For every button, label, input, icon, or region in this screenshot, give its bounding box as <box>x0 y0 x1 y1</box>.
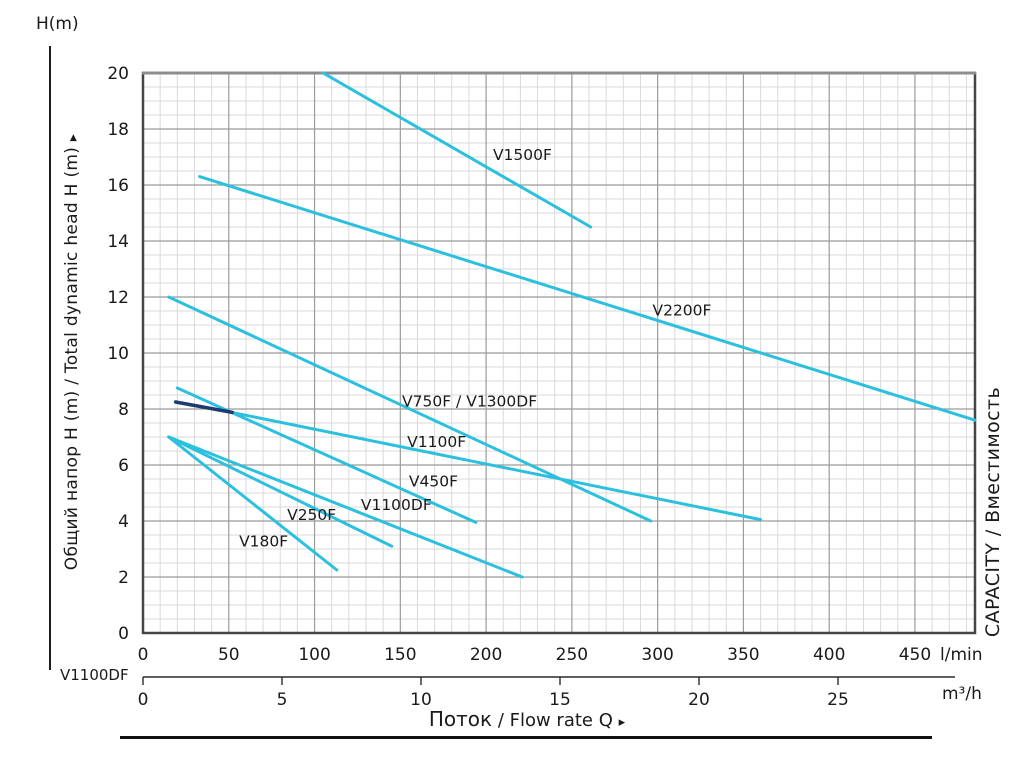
x-tick-label-250: 250 <box>556 645 588 665</box>
curve-v2200f <box>198 175 977 422</box>
x-axis-title-sep: / <box>492 710 510 731</box>
bottom-rule <box>120 736 932 739</box>
y-tick-label-10: 10 <box>107 344 129 364</box>
curve-v1100df <box>167 435 524 579</box>
secondary-tick-label-5: 5 <box>277 690 288 710</box>
x-tick-label-0: 0 <box>138 645 149 665</box>
outer-y-axis-line <box>49 46 51 670</box>
secondary-tick-label-25: 25 <box>827 690 849 710</box>
curve-label-v1100df: V1100DF <box>361 496 432 514</box>
y-axis-unit-corner-label: H(m) <box>36 14 79 34</box>
y-tick-label-8: 8 <box>118 400 129 420</box>
curve-v180f <box>167 435 339 572</box>
y-tick-label-20: 20 <box>107 64 129 84</box>
x-tick-label-300: 300 <box>641 645 673 665</box>
curve-label-v450f: V450F <box>409 472 458 490</box>
x-tick-label-100: 100 <box>298 645 330 665</box>
curve-label-v1100f: V1100F <box>407 433 466 451</box>
curve-label-v2200f: V2200F <box>652 302 711 320</box>
x-axis-title: Поток / Flow rate Q ▸ <box>429 707 625 731</box>
x-tick-label-400: 400 <box>813 645 845 665</box>
y-tick-label-18: 18 <box>107 120 129 140</box>
curve-label-v250f: V250F <box>287 506 336 524</box>
y-tick-label-4: 4 <box>118 512 129 532</box>
bottom-left-model-note: V1100DF <box>60 666 129 684</box>
secondary-tick-label-10: 10 <box>410 690 432 710</box>
curve-v1100df-dark-segment <box>173 400 234 415</box>
x-axis-unit-primary: l/min <box>940 645 983 665</box>
x-tick-label-150: 150 <box>384 645 416 665</box>
y-tick-label-6: 6 <box>118 456 129 476</box>
x-tick-label-50: 50 <box>218 645 240 665</box>
y-tick-label-16: 16 <box>107 176 129 196</box>
x-tick-label-200: 200 <box>470 645 502 665</box>
curve-label-v1500f: V1500F <box>493 146 552 164</box>
right-axis-title: CAPACITY / Вместимость <box>982 386 1004 638</box>
x-axis-unit-secondary: m³/h <box>942 684 982 704</box>
curve-v250f <box>167 435 394 548</box>
x-axis-title-ru: Поток <box>428 707 493 731</box>
x-tick-label-450: 450 <box>899 645 931 665</box>
curve-v1500f <box>321 71 593 229</box>
curve-v1100f <box>227 410 763 522</box>
secondary-tick-label-15: 15 <box>549 690 571 710</box>
secondary-tick-label-20: 20 <box>688 690 710 710</box>
y-tick-label-0: 0 <box>118 624 129 644</box>
y-tick-label-14: 14 <box>107 232 129 252</box>
curve-v750f-v1300df <box>167 295 653 523</box>
x-axis-title-en: Flow rate Q <box>509 710 613 731</box>
curve-label-v750f-v1300df: V750F / V1300DF <box>402 393 537 411</box>
x-tick-label-350: 350 <box>727 645 759 665</box>
x-axis-arrow-icon: ▸ <box>618 715 626 730</box>
secondary-tick-label-0: 0 <box>138 690 149 710</box>
y-tick-label-12: 12 <box>107 288 129 308</box>
curve-label-v180f: V180F <box>239 533 288 551</box>
y-tick-label-2: 2 <box>118 568 129 588</box>
